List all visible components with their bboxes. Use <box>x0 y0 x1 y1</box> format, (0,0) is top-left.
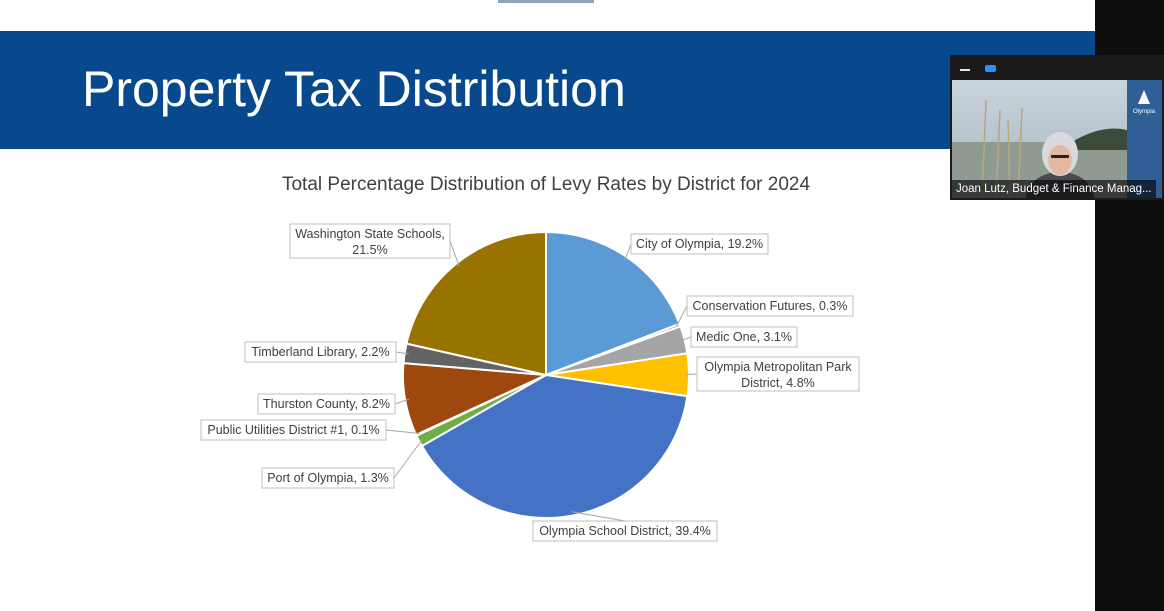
slide-top-tab <box>498 0 594 3</box>
pie-chart: Total Percentage Distribution of Levy Ra… <box>200 174 860 542</box>
chart-title: Total Percentage Distribution of Levy Ra… <box>282 174 810 195</box>
slice-label-4: Olympia Metropolitan Park District, 4.8% <box>696 356 860 392</box>
svg-text:Port of Olympia, 1.3%: Port of Olympia, 1.3% <box>267 471 389 485</box>
leader-line-1 <box>624 243 632 261</box>
slice-label-8: Thurston County, 8.2% <box>257 393 396 415</box>
participant-video: Olympia <box>952 80 1162 198</box>
slice-label-10: Washington State Schools, 21.5% <box>289 223 451 259</box>
leader-line-8 <box>394 398 410 405</box>
expand-icon[interactable] <box>985 65 996 72</box>
video-treeline <box>1072 128 1127 150</box>
svg-text:District, 4.8%: District, 4.8% <box>741 376 815 390</box>
video-tile-toolbar <box>950 55 1164 80</box>
svg-text:Timberland Library, 2.2%: Timberland Library, 2.2% <box>251 345 389 359</box>
svg-text:Medic One, 3.1%: Medic One, 3.1% <box>696 330 792 344</box>
slice-label-2: Conservation Futures, 0.3% <box>686 295 854 317</box>
slice-label-7: Public Utilities District #1, 0.1% <box>200 419 387 441</box>
leader-line-3 <box>680 336 692 342</box>
minimize-icon[interactable] <box>960 69 970 71</box>
video-grass <box>981 99 1023 198</box>
svg-text:Conservation Futures, 0.3%: Conservation Futures, 0.3% <box>693 299 848 313</box>
leader-line-6 <box>393 438 424 479</box>
person-glasses <box>1051 155 1069 158</box>
svg-text:Olympia Metropolitan Park: Olympia Metropolitan Park <box>704 360 852 374</box>
pie-slice-5 <box>420 373 689 519</box>
leader-line-2 <box>675 305 688 327</box>
leader-line-5 <box>571 511 626 522</box>
slice-label-1: City of Olympia, 19.2% <box>630 233 769 255</box>
participant-video-tile[interactable]: Olympia Joan Lutz, Budget & Finance Mana… <box>950 55 1164 200</box>
svg-text:Olympia School District, 39.4%: Olympia School District, 39.4% <box>539 524 711 538</box>
svg-text:City of Olympia, 19.2%: City of Olympia, 19.2% <box>636 237 763 251</box>
olympia-logo-text: Olympia <box>1133 109 1156 115</box>
svg-text:Washington State Schools,: Washington State Schools, <box>295 227 445 241</box>
slice-label-5: Olympia School District, 39.4% <box>532 520 718 542</box>
svg-text:Public Utilities District #1,: Public Utilities District #1, 0.1% <box>207 423 379 437</box>
slide-title: Property Tax Distribution <box>82 61 626 117</box>
slice-label-3: Medic One, 3.1% <box>690 326 798 348</box>
leader-line-10 <box>449 240 460 267</box>
svg-text:Thurston County, 8.2%: Thurston County, 8.2% <box>263 397 390 411</box>
pie-slice-10 <box>405 230 547 377</box>
person-face <box>1048 145 1072 175</box>
title-banner <box>0 31 1095 149</box>
leader-line-9 <box>395 351 409 355</box>
pie-slice-1 <box>545 230 681 377</box>
olympia-logo-icon <box>1138 90 1150 104</box>
presentation-slide: Property Tax Distribution Total Percenta… <box>0 0 1095 542</box>
slice-label-9: Timberland Library, 2.2% <box>244 341 397 363</box>
slice-label-6: Port of Olympia, 1.3% <box>261 467 395 489</box>
leader-line-4 <box>684 373 698 376</box>
leader-line-7 <box>385 429 420 434</box>
svg-text:21.5%: 21.5% <box>352 243 387 257</box>
participant-name-label: Joan Lutz, Budget & Finance Manag... <box>952 180 1156 198</box>
